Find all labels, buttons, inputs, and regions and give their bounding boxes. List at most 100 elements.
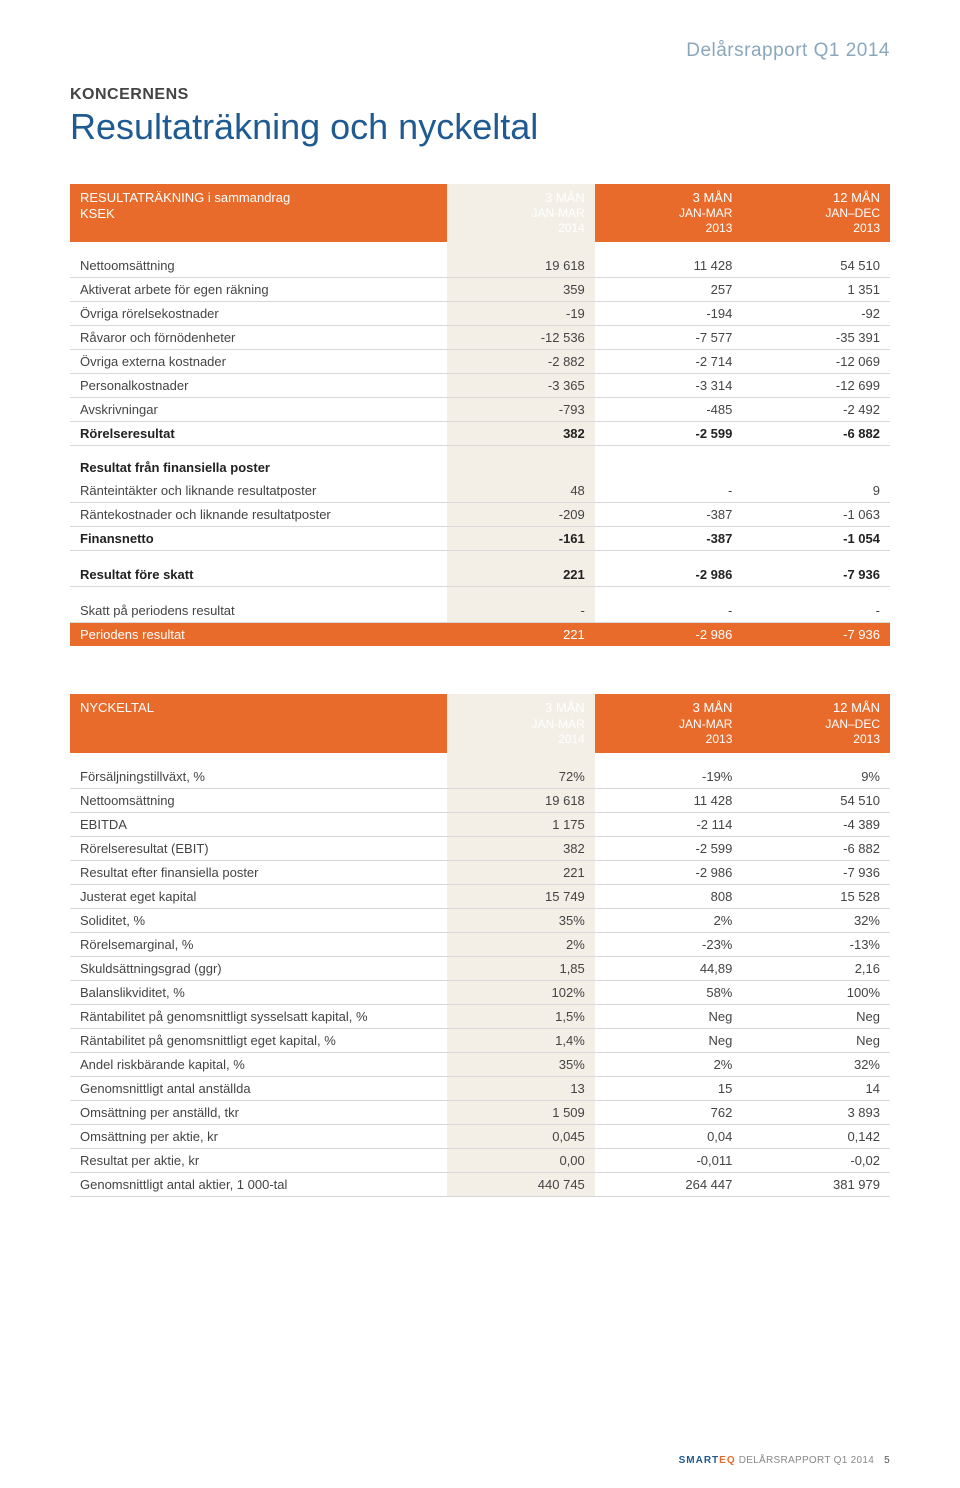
c2-l3: 2013 [605, 732, 733, 747]
row-label: Räntabilitet på genomsnittligt eget kapi… [70, 1028, 447, 1052]
c3-l3: 2013 [752, 221, 880, 236]
row-c3: 9 [742, 479, 890, 503]
row-c3: -7 936 [742, 563, 890, 587]
row-c1: 382 [447, 422, 595, 446]
row-label: Personalkostnader [70, 374, 447, 398]
table-row: Rörelseresultat382-2 599-6 882 [70, 422, 890, 446]
table-row: Rörelseresultat (EBIT)382-2 599-6 882 [70, 836, 890, 860]
row-label: Övriga externa kostnader [70, 350, 447, 374]
row-c1: -2 882 [447, 350, 595, 374]
row-c2: -7 577 [595, 326, 743, 350]
row-c3: -7 936 [742, 623, 890, 647]
table-row: Ränteintäkter och liknande resultatposte… [70, 479, 890, 503]
c3-l3: 2013 [752, 732, 880, 747]
table-row: Soliditet, %35%2%32% [70, 908, 890, 932]
row-label: Resultat efter finansiella poster [70, 860, 447, 884]
brand-part-2: EQ [719, 1455, 735, 1466]
row-label: Andel riskbärande kapital, % [70, 1052, 447, 1076]
row-label: Balanslikviditet, % [70, 980, 447, 1004]
row-label: Aktiverat arbete för egen räkning [70, 278, 447, 302]
row-label: EBITDA [70, 812, 447, 836]
row-label: Rörelseresultat [70, 422, 447, 446]
row-c2: 11 428 [595, 254, 743, 278]
row-label: Periodens resultat [70, 623, 447, 647]
row-c1: -161 [447, 527, 595, 551]
row-c2: -19% [595, 765, 743, 789]
row-label: Finansnetto [70, 527, 447, 551]
table-row: Övriga rörelsekostnader-19-194-92 [70, 302, 890, 326]
row-c1: 440 745 [447, 1172, 595, 1196]
row-c3: -92 [742, 302, 890, 326]
table-row: EBITDA1 175-2 114-4 389 [70, 812, 890, 836]
section-eyebrow: KONCERNENS [70, 86, 890, 104]
table-row: Genomsnittligt antal anställda131514 [70, 1076, 890, 1100]
c1-l2: JAN-MAR [457, 206, 585, 221]
table-row: Resultat per aktie, kr0,00-0,011-0,02 [70, 1148, 890, 1172]
row-c3: 381 979 [742, 1172, 890, 1196]
row-c1: 35% [447, 908, 595, 932]
row-c1: 382 [447, 836, 595, 860]
row-c2: -2 986 [595, 860, 743, 884]
table-row: Räntabilitet på genomsnittligt eget kapi… [70, 1028, 890, 1052]
c2-l2: JAN-MAR [605, 717, 733, 732]
c3-l2: JAN–DEC [752, 717, 880, 732]
row-c2: 2% [595, 908, 743, 932]
table-row: Skatt på periodens resultat--- [70, 599, 890, 623]
row-c2: -0,011 [595, 1148, 743, 1172]
table-row: Finansnetto-161-387-1 054 [70, 527, 890, 551]
row-c3: - [742, 599, 890, 623]
page-footer: SMARTEQ DELÅRSRAPPORT Q1 20145 [679, 1455, 890, 1466]
row-c3: 54 510 [742, 788, 890, 812]
row-c2: 15 [595, 1076, 743, 1100]
row-c3: -6 882 [742, 422, 890, 446]
table-header-row: NYCKELTAL 3 MÅN JAN-MAR 2014 3 MÅN JAN-M… [70, 694, 890, 752]
table-row: Omsättning per anställd, tkr1 5097623 89… [70, 1100, 890, 1124]
row-c2: -3 314 [595, 374, 743, 398]
row-c2: -387 [595, 503, 743, 527]
c2-l1: 3 MÅN [693, 700, 733, 715]
table-row: Balanslikviditet, %102%58%100% [70, 980, 890, 1004]
row-label: Räntekostnader och liknande resultatpost… [70, 503, 447, 527]
table-row: Omsättning per aktie, kr0,0450,040,142 [70, 1124, 890, 1148]
row-c2: -2 986 [595, 563, 743, 587]
row-label: Skuldsättningsgrad (ggr) [70, 956, 447, 980]
row-c2: -2 599 [595, 836, 743, 860]
row-c3: -0,02 [742, 1148, 890, 1172]
table-row: Råvaror och förnödenheter-12 536-7 577-3… [70, 326, 890, 350]
row-label: Försäljningstillväxt, % [70, 765, 447, 789]
row-label: Rörelseresultat (EBIT) [70, 836, 447, 860]
row-label: Nettoomsättning [70, 254, 447, 278]
row-label: Genomsnittligt antal anställda [70, 1076, 447, 1100]
row-label: Genomsnittligt antal aktier, 1 000-tal [70, 1172, 447, 1196]
table-row: Resultat efter finansiella poster221-2 9… [70, 860, 890, 884]
c3-l2: JAN–DEC [752, 206, 880, 221]
row-c1: 0,00 [447, 1148, 595, 1172]
col-c2: 3 MÅN JAN-MAR 2013 [595, 184, 743, 242]
row-label: Avskrivningar [70, 398, 447, 422]
income-statement-table: RESULTATRÄKNING i sammandrag KSEK 3 MÅN … [70, 184, 890, 646]
row-c1: 221 [447, 860, 595, 884]
col-label: NYCKELTAL [70, 694, 447, 752]
row-c1: -3 365 [447, 374, 595, 398]
row-label: Räntabilitet på genomsnittligt sysselsat… [70, 1004, 447, 1028]
row-c1: 48 [447, 479, 595, 503]
row-c2: -2 114 [595, 812, 743, 836]
row-c2: 2% [595, 1052, 743, 1076]
table-row: Personalkostnader-3 365-3 314-12 699 [70, 374, 890, 398]
row-c1: 2% [447, 932, 595, 956]
row-c2: -485 [595, 398, 743, 422]
row-c2: 58% [595, 980, 743, 1004]
col-c3: 12 MÅN JAN–DEC 2013 [742, 694, 890, 752]
row-c2: 762 [595, 1100, 743, 1124]
row-c3: -12 699 [742, 374, 890, 398]
row-c2: Neg [595, 1004, 743, 1028]
c3-l1: 12 MÅN [833, 190, 880, 205]
row-c1: 19 618 [447, 788, 595, 812]
row-c3: -35 391 [742, 326, 890, 350]
row-c2: 808 [595, 884, 743, 908]
row-c3: -2 492 [742, 398, 890, 422]
row-label: Justerat eget kapital [70, 884, 447, 908]
row-c1: 359 [447, 278, 595, 302]
table-row: Nettoomsättning19 61811 42854 510 [70, 254, 890, 278]
table-row: Försäljningstillväxt, %72%-19%9% [70, 765, 890, 789]
